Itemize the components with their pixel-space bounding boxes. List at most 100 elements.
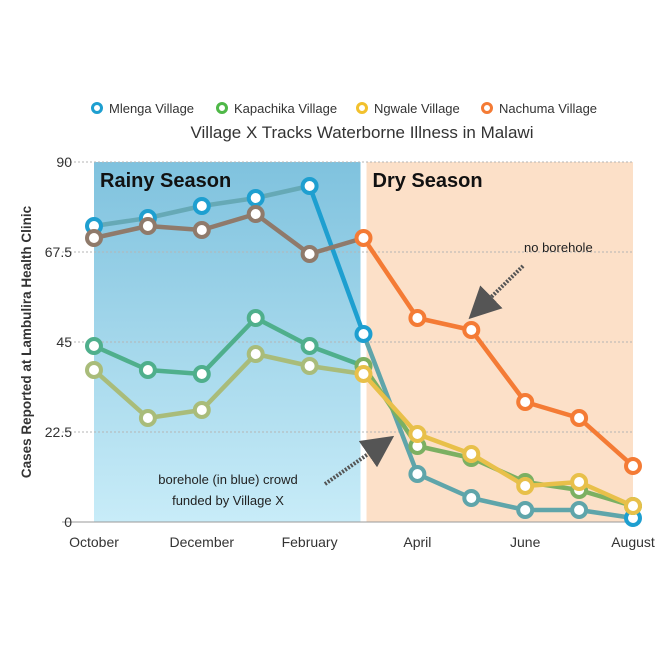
y-tick-label: 22.5 [45, 424, 72, 440]
series-line-segment [199, 211, 258, 233]
y-axis-label: Cases Reported at Lambulira Health Clini… [19, 205, 34, 478]
data-point [192, 197, 211, 215]
data-point [300, 177, 319, 195]
annotation-arrow [468, 264, 525, 320]
series-mlenga-village [85, 177, 642, 527]
series-line-segment [576, 507, 636, 521]
gridlines [62, 161, 633, 523]
series-line-segment [145, 203, 205, 221]
data-point [462, 321, 481, 339]
legend-item: Kapachika Village [216, 101, 337, 116]
series-line-segment [91, 367, 151, 421]
series-line-segment [91, 223, 151, 241]
y-tick-label: 45 [56, 334, 72, 350]
data-point [570, 501, 589, 519]
data-point [462, 445, 481, 463]
series-nachuma-village [85, 205, 642, 475]
legend-item: Nachuma Village [481, 101, 597, 116]
data-point [246, 345, 265, 363]
y-tick-label: 90 [56, 154, 72, 170]
series-line-segment [199, 315, 258, 377]
annotation-borehole-line-1: borehole (in blue) crowd [158, 472, 297, 487]
data-point [85, 361, 103, 379]
legend-marker [356, 102, 368, 114]
x-tick-label: February [282, 534, 338, 550]
data-point [624, 457, 642, 475]
annotation-no-borehole: no borehole [468, 240, 593, 320]
series-line-segment [415, 431, 474, 457]
series-line-segment [307, 363, 366, 377]
legend-label: Ngwale Village [374, 101, 460, 116]
data-point [192, 221, 211, 239]
series-line-segment [307, 183, 366, 337]
series-line-segment [576, 415, 636, 469]
series-line-segment [91, 343, 151, 373]
data-point [570, 409, 589, 427]
x-tick-label: October [69, 534, 119, 550]
annotation-borehole-line-2: funded by Village X [172, 493, 284, 508]
data-point [354, 365, 373, 383]
series-layer [85, 177, 642, 527]
x-tick-labels: October December February April June August [69, 534, 655, 550]
series-line-segment [145, 367, 205, 377]
data-point [300, 245, 319, 263]
series-line-segment [361, 235, 420, 321]
data-point [138, 217, 157, 235]
series-line-segment [145, 407, 205, 421]
series-line-segment [469, 495, 528, 513]
data-point [408, 465, 427, 483]
data-point [516, 477, 535, 495]
data-point [192, 401, 211, 419]
data-point [246, 309, 265, 327]
data-point [85, 229, 103, 247]
series-line-segment [361, 371, 420, 437]
legend-marker [216, 102, 228, 114]
chart-title: Village X Tracks Waterborne Illness in M… [191, 123, 534, 142]
region-rainy-season-label: Rainy Season [100, 170, 231, 192]
data-point [354, 229, 373, 247]
legend-label: Nachuma Village [499, 101, 597, 116]
legend-item: Ngwale Village [356, 101, 460, 116]
series-line-segment [469, 327, 528, 405]
series-line-segment [199, 351, 258, 413]
series-line-segment [253, 351, 312, 369]
series-line-segment [253, 315, 312, 349]
data-point [138, 409, 157, 427]
series-line-segment [469, 451, 528, 489]
legend-marker [91, 102, 103, 114]
data-point [462, 489, 481, 507]
series-line-segment [253, 211, 312, 257]
series-line-segment [415, 315, 474, 333]
y-tick-label: 0 [64, 514, 72, 530]
series-line-segment [253, 183, 312, 201]
y-tick-label: 67.5 [45, 244, 72, 260]
series-line-segment [415, 471, 474, 501]
data-point [138, 361, 157, 379]
data-point [624, 497, 642, 515]
x-tick-label: December [170, 534, 235, 550]
data-point [300, 357, 319, 375]
series-line-segment [576, 479, 636, 509]
data-point [192, 365, 211, 383]
x-tick-label: August [611, 534, 655, 550]
series-line-segment [145, 223, 205, 233]
series-line-segment [522, 399, 582, 421]
annotation-borehole: borehole (in blue) crowd funded by Villa… [158, 435, 395, 508]
x-tick-label: June [510, 534, 541, 550]
data-point [300, 337, 319, 355]
annotation-arrow [323, 435, 395, 486]
y-tick-labels: 0 22.5 45 67.5 90 [45, 154, 72, 530]
data-point [408, 425, 427, 443]
series-line-segment [307, 343, 366, 369]
data-point [354, 325, 373, 343]
legend-item: Mlenga Village [91, 101, 194, 116]
x-tick-label: April [403, 534, 431, 550]
data-point [516, 501, 535, 519]
legend-label: Kapachika Village [234, 101, 337, 116]
series-line-segment [415, 443, 474, 461]
region-dry-season-label: Dry Season [373, 170, 483, 192]
series-line-segment [307, 235, 366, 257]
annotation-no-borehole-text: no borehole [524, 240, 593, 255]
legend: Mlenga Village Kapachika Village Ngwale Vi… [91, 101, 597, 116]
